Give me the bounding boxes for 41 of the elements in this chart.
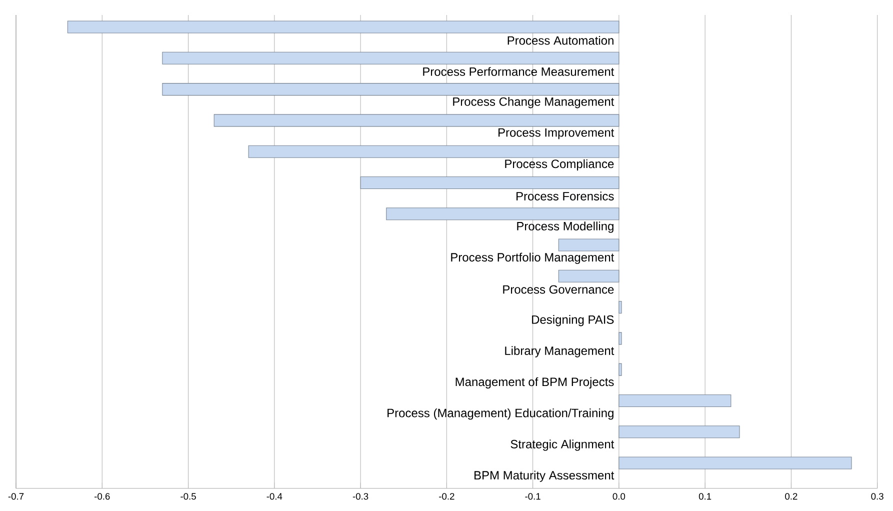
x-tick-label: 0.3 [871,493,884,500]
bar [618,363,622,376]
x-tick-label: -0.4 [266,493,282,500]
bar [618,394,732,407]
y-tick-label: Process Governance [503,285,614,294]
x-tick-label: 0.1 [698,493,712,500]
y-tick-label: Process Compliance [505,159,614,171]
bar [360,176,620,189]
x-tick-label: -0.2 [439,493,454,500]
bar [162,52,620,64]
x-tick-label: -0.6 [94,493,110,500]
bar [214,114,620,127]
y-tick-label: Process Change Management [453,97,614,108]
y-tick-label: Process Automation [508,36,614,45]
y-tick-label: Process Modelling [517,222,614,233]
y-tick-label: Process Portfolio Management [451,252,614,264]
x-tick-label: -0.3 [352,493,368,500]
bar [618,426,740,438]
y-tick-label: Process Forensics [516,192,614,200]
x-tick-label: 0.2 [785,493,798,500]
y-tick-label: Designing PAIS [532,315,614,326]
bar [618,301,622,314]
y-tick-label: Process Performance Measurement [423,67,614,76]
bar [386,208,620,220]
bar [248,145,620,158]
y-tick-label: Process (Management) Education/Training [388,408,614,420]
y-tick-label: BPM Maturity Assessment [474,470,614,482]
y-tick-label: Strategic Alignment [510,440,614,451]
bar [558,270,620,282]
bar [618,332,622,345]
bar [558,238,620,252]
bar [67,20,620,34]
y-tick-label: Library Management [505,346,614,358]
x-tick-label: -0.7 [8,493,24,500]
x-tick-label: -0.5 [180,493,196,500]
x-tick-label: -0.1 [525,493,540,500]
x-tick-label: 0.0 [612,493,626,500]
y-tick-label: Process Improvement [498,128,614,140]
bar [618,456,852,470]
bar [162,83,620,96]
y-tick-label: Management of BPM Projects [456,377,614,388]
